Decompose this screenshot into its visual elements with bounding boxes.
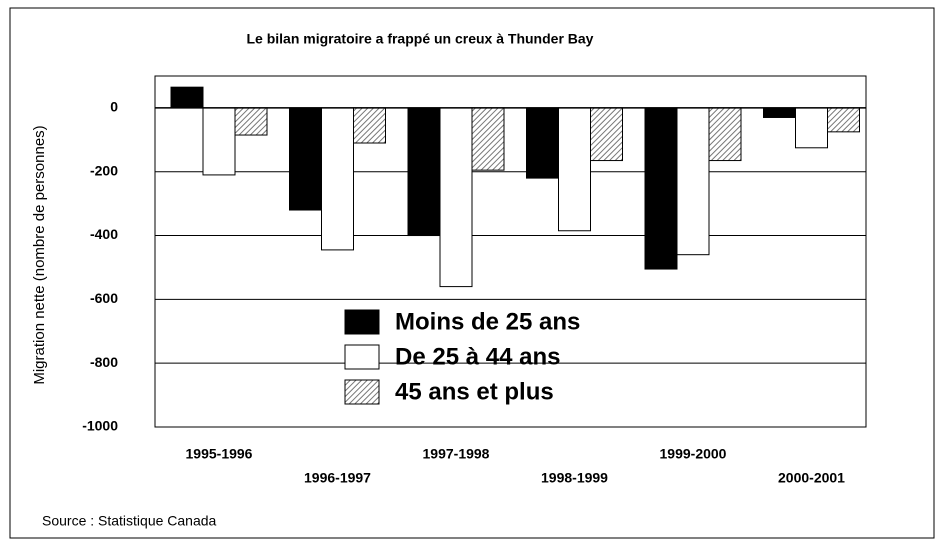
x-tick-label: 1997-1998: [423, 446, 490, 462]
bar: [676, 107, 710, 256]
bar: [526, 107, 559, 179]
bar: [202, 107, 236, 176]
bar: [170, 86, 204, 109]
plot-area: [154, 75, 867, 428]
frame: [9, 7, 935, 539]
y-tick-label: -800: [90, 354, 118, 370]
y-axis-label: Migration nette (nombre de personnes): [31, 125, 48, 384]
bar: [321, 107, 354, 251]
x-tick-label: 1995-1996: [186, 446, 253, 462]
bar: [590, 107, 623, 162]
bar: [708, 107, 742, 162]
bar: [439, 107, 473, 288]
bar: [827, 107, 860, 133]
x-tick-label: 2000-2001: [778, 470, 845, 486]
chart-title: Le bilan migratoire a frappé un creux à …: [247, 31, 594, 47]
x-tick-label: 1999-2000: [660, 446, 727, 462]
source: Source : Statistique Canada: [42, 513, 217, 529]
bar: [407, 107, 441, 237]
y-tick-label: -400: [90, 226, 118, 242]
y-tick-label: -1000: [82, 418, 118, 434]
legend-swatch: [344, 344, 380, 370]
y-tick-label: -600: [90, 290, 118, 306]
legend-swatch: [344, 309, 380, 335]
x-tick-label: 1996-1997: [304, 470, 371, 486]
legend-swatch: [344, 379, 380, 405]
bar: [471, 107, 505, 171]
bar: [353, 107, 386, 144]
bar: [289, 107, 322, 211]
y-tick-label: 0: [110, 99, 118, 115]
legend-label: Moins de 25 ans: [395, 308, 580, 335]
bar: [558, 107, 591, 232]
legend-label: 45 ans et plus: [395, 378, 554, 405]
bar: [795, 107, 828, 149]
bar: [234, 107, 268, 136]
x-tick-label: 1998-1999: [541, 470, 608, 486]
bar: [644, 107, 678, 270]
y-tick-label: -200: [90, 162, 118, 178]
bar: [763, 107, 796, 118]
legend-label: De 25 à 44 ans: [395, 343, 560, 370]
